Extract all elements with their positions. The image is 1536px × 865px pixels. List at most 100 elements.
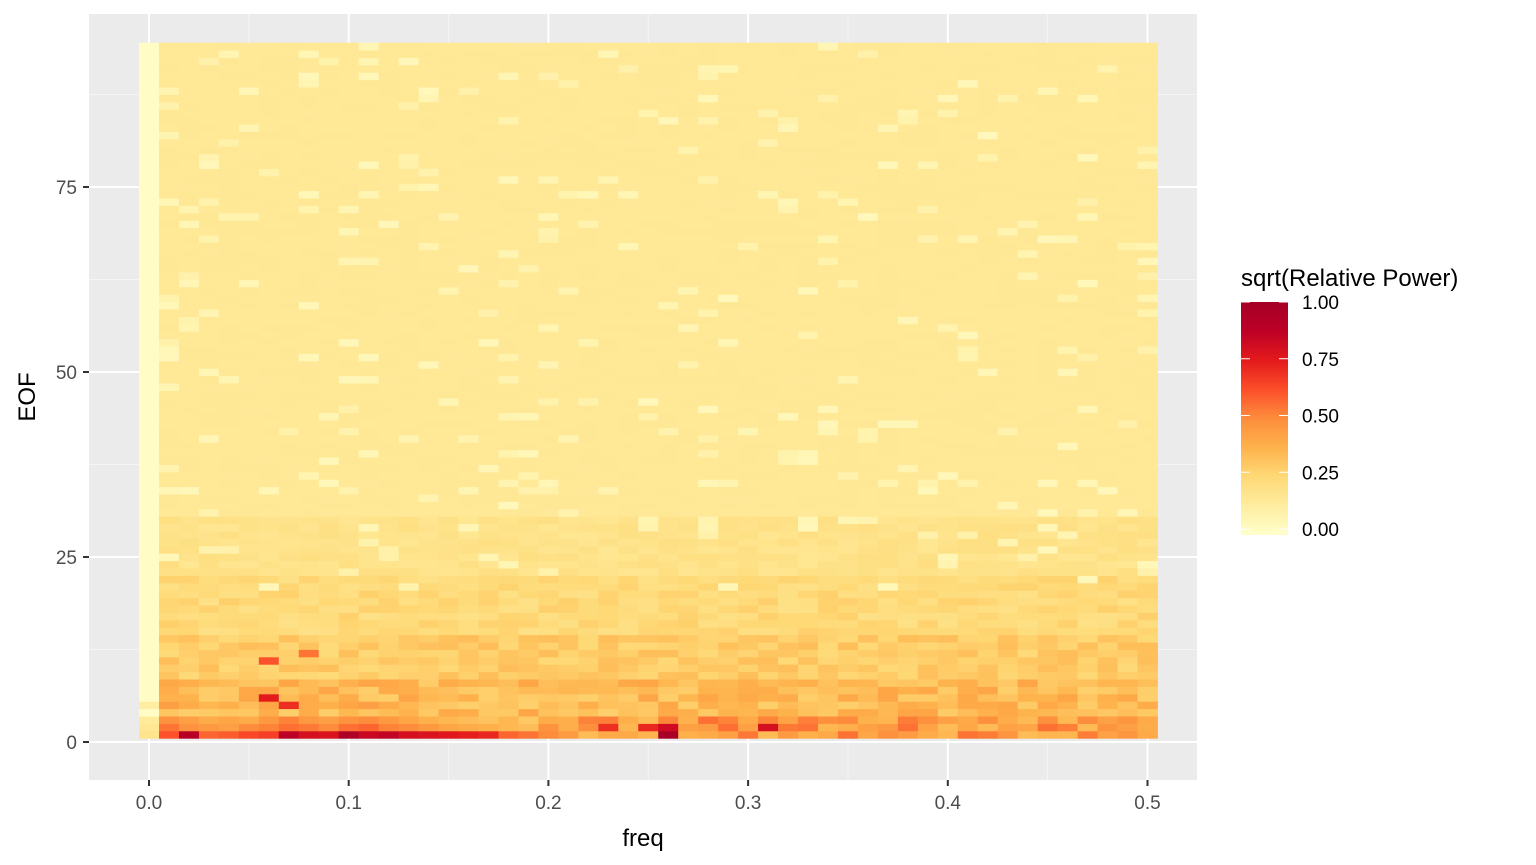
heat-cell bbox=[498, 183, 519, 192]
heat-cell bbox=[318, 420, 340, 428]
heat-cell bbox=[1097, 175, 1118, 184]
heat-cell bbox=[1137, 634, 1158, 643]
heat-cell bbox=[957, 538, 979, 547]
heat-cell bbox=[458, 279, 479, 288]
heat-cell bbox=[139, 220, 160, 229]
heat-cell bbox=[758, 94, 779, 103]
heat-cell bbox=[418, 412, 439, 421]
heat-cell bbox=[418, 390, 439, 399]
heat-cell bbox=[298, 190, 320, 199]
heat-cell bbox=[957, 220, 979, 229]
heat-cell bbox=[1037, 301, 1059, 310]
heat-cell bbox=[718, 679, 739, 687]
heat-cell bbox=[158, 138, 180, 147]
heat-cell bbox=[358, 220, 380, 229]
heat-cell bbox=[818, 161, 839, 169]
heat-cell bbox=[618, 471, 639, 480]
heat-cell bbox=[358, 286, 380, 295]
heat-cell bbox=[438, 161, 459, 169]
heat-cell bbox=[518, 294, 539, 303]
heat-cell bbox=[518, 605, 539, 613]
heat-cell bbox=[578, 723, 599, 732]
heat-cell bbox=[378, 94, 400, 103]
heat-cell bbox=[358, 642, 380, 650]
heat-cell bbox=[1117, 360, 1138, 369]
heat-cell bbox=[758, 679, 779, 687]
heat-cell bbox=[558, 338, 579, 347]
heat-cell bbox=[897, 190, 919, 199]
heat-cell bbox=[1117, 627, 1138, 636]
heat-cell bbox=[338, 582, 360, 591]
heat-cell bbox=[658, 605, 679, 613]
heat-cell bbox=[478, 286, 499, 295]
heat-cell bbox=[778, 212, 799, 221]
heat-cell bbox=[398, 79, 419, 88]
heat-cell bbox=[318, 693, 340, 702]
heat-cell bbox=[1137, 235, 1158, 243]
heat-cell bbox=[997, 545, 1019, 554]
heat-cell bbox=[578, 375, 599, 384]
heat-cell bbox=[578, 323, 599, 332]
heat-cell bbox=[877, 434, 899, 443]
heat-cell bbox=[1057, 183, 1078, 192]
heat-cell bbox=[598, 464, 619, 473]
heat-cell bbox=[638, 471, 659, 480]
heat-cell bbox=[1117, 656, 1138, 665]
heat-cell bbox=[338, 716, 360, 724]
heat-cell bbox=[1017, 242, 1039, 251]
heat-cell bbox=[458, 242, 479, 251]
heat-cell bbox=[877, 64, 899, 73]
heat-cell bbox=[917, 531, 939, 539]
heat-cell bbox=[598, 412, 619, 421]
heat-cell bbox=[798, 101, 819, 110]
heat-cell bbox=[518, 560, 539, 569]
heat-cell bbox=[1057, 101, 1078, 110]
heat-cell bbox=[758, 730, 779, 739]
heat-cell bbox=[318, 183, 340, 192]
heat-cell bbox=[778, 42, 799, 51]
heat-cell bbox=[1017, 124, 1039, 132]
heat-cell bbox=[1077, 494, 1098, 502]
heat-cell bbox=[238, 57, 260, 66]
heat-cell bbox=[438, 679, 459, 687]
heat-cell bbox=[139, 257, 160, 266]
heat-cell bbox=[1057, 390, 1078, 399]
heat-cell bbox=[258, 190, 280, 199]
heat-cell bbox=[218, 553, 240, 562]
heat-cell bbox=[238, 301, 260, 310]
heat-cell bbox=[957, 57, 979, 66]
heat-cell bbox=[1037, 57, 1059, 66]
heat-cell bbox=[378, 316, 400, 325]
heat-cell bbox=[758, 131, 779, 140]
heat-cell bbox=[1097, 471, 1118, 480]
heat-cell bbox=[278, 449, 300, 458]
heat-cell bbox=[298, 612, 320, 621]
heat-cell bbox=[538, 353, 559, 362]
heat-cell bbox=[298, 286, 320, 295]
heat-cell bbox=[837, 264, 859, 273]
heat-cell bbox=[518, 338, 539, 347]
heat-cell bbox=[478, 301, 499, 310]
heat-cell bbox=[957, 109, 979, 118]
heat-cell bbox=[758, 531, 779, 539]
heat-cell bbox=[698, 590, 719, 599]
heat-cell bbox=[877, 50, 899, 58]
heat-cell bbox=[658, 730, 679, 739]
heat-cell bbox=[997, 612, 1019, 621]
heat-cell bbox=[478, 627, 499, 636]
heat-cell bbox=[218, 279, 240, 288]
heat-cell bbox=[937, 124, 959, 132]
heat-cell bbox=[198, 464, 220, 473]
heat-cell bbox=[398, 464, 419, 473]
heat-cell bbox=[458, 375, 479, 384]
heat-cell bbox=[798, 353, 819, 362]
legend-label: 1.00 bbox=[1302, 293, 1339, 314]
heat-cell bbox=[318, 316, 340, 325]
heat-cell bbox=[458, 79, 479, 88]
heat-cell bbox=[897, 338, 919, 347]
heat-cell bbox=[198, 434, 220, 443]
heat-cell bbox=[178, 272, 200, 280]
heat-cell bbox=[218, 716, 240, 724]
legend-ticks: 0.000.250.500.751.00 bbox=[1241, 293, 1339, 541]
heat-cell bbox=[1037, 716, 1059, 724]
